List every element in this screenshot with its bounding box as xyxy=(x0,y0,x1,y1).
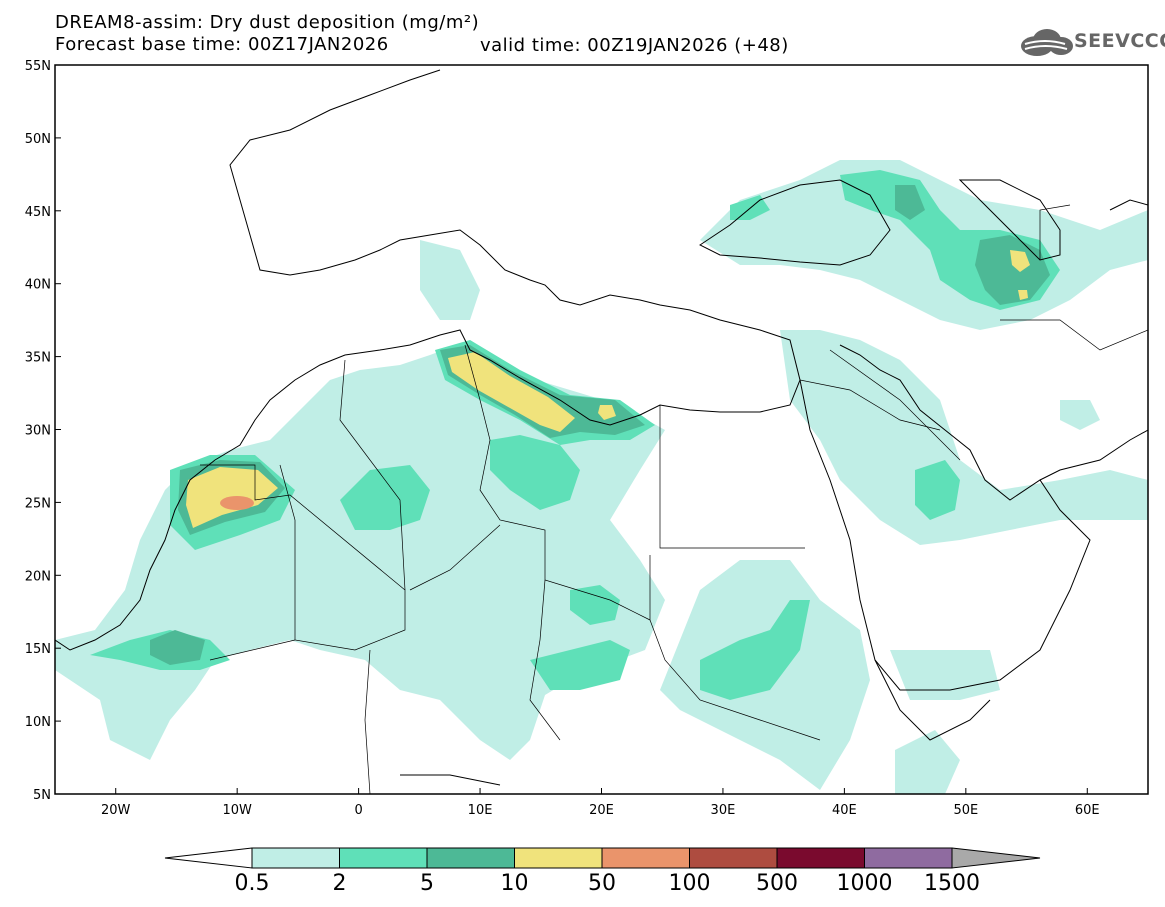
colorbar-segment xyxy=(689,847,778,869)
colorbar-label: 10 xyxy=(501,871,529,896)
lon-tick-label: 10E xyxy=(468,803,493,818)
chart-title: DREAM8-assim: Dry dust deposition (mg/m²… xyxy=(55,12,480,33)
lon-tick-label: 40E xyxy=(832,803,857,818)
country-borders xyxy=(200,204,1148,794)
colorbar-segment xyxy=(339,847,428,869)
map-axes: 20W 10W 0 10E 20E 30E 40E 50E 60E 5N 10N 15N 20N 25N 3… xyxy=(25,59,1100,818)
lon-tick-label: 60E xyxy=(1075,803,1100,818)
colorbar-segment xyxy=(251,847,340,869)
lon-tick-label: 20E xyxy=(589,803,614,818)
colorbar-label: 500 xyxy=(756,871,798,896)
colorbar-segment xyxy=(426,847,515,869)
colorbar-label: 50 xyxy=(588,871,616,896)
colorbar-segment xyxy=(864,847,953,869)
colorbar-label: 1000 xyxy=(837,871,893,896)
lat-tick-label: 5N xyxy=(33,788,51,803)
colorbar-label: 100 xyxy=(669,871,711,896)
lat-tick-label: 40N xyxy=(25,278,51,293)
lat-tick-label: 35N xyxy=(25,351,51,366)
colorbar: 0.5 2 5 10 50 100 500 1000 1500 xyxy=(164,847,1041,896)
valid-time: valid time: 00Z19JAN2026 (+48) xyxy=(480,35,789,56)
lat-tick-label: 15N xyxy=(25,642,51,657)
cloud-logo-icon xyxy=(1021,29,1073,56)
colorbar-label: 2 xyxy=(333,871,347,896)
colorbar-label: 1500 xyxy=(924,871,980,896)
lat-tick-label: 45N xyxy=(25,205,51,220)
colorbar-over-triangle xyxy=(951,847,1041,869)
colorbar-segment xyxy=(514,847,603,869)
lat-tick-label: 55N xyxy=(25,59,51,74)
colorbar-segment xyxy=(776,847,865,869)
lon-tick-label: 30E xyxy=(711,803,736,818)
lat-tick-label: 30N xyxy=(25,424,51,439)
colorbar-label: 0.5 xyxy=(235,871,270,896)
lon-tick-label: 10W xyxy=(222,803,252,818)
dust-deposition-field xyxy=(55,160,1148,794)
lat-tick-label: 20N xyxy=(25,569,51,584)
coastlines xyxy=(55,69,1148,794)
lat-tick-label: 25N xyxy=(25,496,51,511)
lat-tick-label: 50N xyxy=(25,132,51,147)
lat-tick-label: 10N xyxy=(25,715,51,730)
colorbar-label: 5 xyxy=(420,871,434,896)
lon-tick-label: 50E xyxy=(953,803,978,818)
logo-text: SEEVCCC xyxy=(1074,30,1165,52)
lon-tick-label: 0 xyxy=(354,803,362,818)
forecast-base-time: Forecast base time: 00Z17JAN2026 xyxy=(55,34,389,55)
colorbar-under-triangle xyxy=(164,847,253,869)
lon-tick-label: 20W xyxy=(101,803,131,818)
colorbar-segment xyxy=(601,847,690,869)
